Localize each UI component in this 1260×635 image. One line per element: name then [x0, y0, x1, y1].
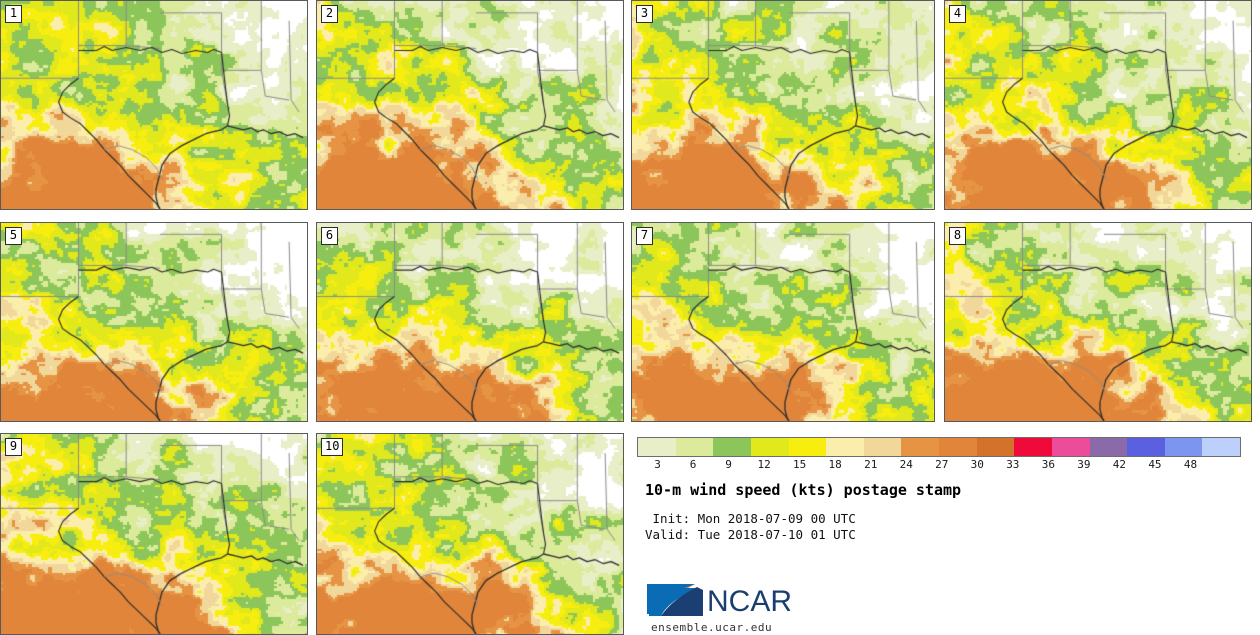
map-panel-2[interactable]: 2 — [316, 0, 624, 210]
colorbar-segment — [1014, 438, 1052, 456]
colorbar-segment — [976, 438, 1015, 456]
wind-speed-field-1 — [1, 1, 307, 209]
map-panel-7[interactable]: 7 — [631, 222, 935, 422]
map-panel-1[interactable]: 1 — [0, 0, 308, 210]
colorbar-segment — [826, 438, 864, 456]
wind-speed-field-10 — [317, 434, 623, 634]
colorbar-tick: 30 — [970, 458, 984, 471]
colorbar-tick: 15 — [793, 458, 807, 471]
map-panel-4[interactable]: 4 — [944, 0, 1252, 210]
colorbar-tick: 33 — [1006, 458, 1020, 471]
wind-speed-field-8 — [945, 223, 1251, 421]
wind-speed-field-7 — [632, 223, 934, 421]
colorbar-tick: 3 — [654, 458, 661, 471]
page-title: 10-m wind speed (kts) postage stamp — [645, 481, 962, 499]
colorbar-tick: 45 — [1148, 458, 1162, 471]
panel-number-label: 4 — [949, 5, 966, 23]
colorbar-segment — [1164, 438, 1203, 456]
colorbar-segment — [750, 438, 789, 456]
wind-speed-field-3 — [632, 1, 934, 209]
map-panel-9[interactable]: 9 — [0, 433, 308, 635]
wind-speed-field-9 — [1, 434, 307, 634]
colorbar-tick: 39 — [1077, 458, 1091, 471]
colorbar-segment — [939, 438, 977, 456]
panel-number-label: 1 — [5, 5, 22, 23]
colorbar-segment — [1089, 438, 1128, 456]
colorbar-segment — [638, 438, 676, 456]
panel-number-label: 3 — [636, 5, 653, 23]
colorbar-tick: 42 — [1112, 458, 1127, 471]
colorbar — [637, 437, 1241, 457]
colorbar-tick: 18 — [828, 458, 842, 471]
colorbar-tick: 24 — [899, 458, 913, 471]
panel-number-label: 5 — [5, 227, 22, 245]
panel-number-label: 2 — [321, 5, 338, 23]
map-panel-8[interactable]: 8 — [944, 222, 1252, 422]
valid-time-label: Valid: Tue 2018-07-10 01 UTC — [645, 527, 856, 542]
colorbar-tick: 27 — [935, 458, 949, 471]
wind-speed-field-6 — [317, 223, 623, 421]
ncar-logo-mark: NCAR — [647, 584, 790, 618]
panel-number-label: 7 — [636, 227, 653, 245]
logo-url-label: ensemble.ucar.edu — [651, 621, 773, 634]
colorbar-tick: 12 — [757, 458, 771, 471]
colorbar-segment — [1202, 438, 1240, 456]
panel-number-label: 9 — [5, 438, 22, 456]
colorbar-segment — [863, 438, 902, 456]
init-time-label: Init: Mon 2018-07-09 00 UTC — [645, 511, 856, 526]
colorbar-tick: 21 — [864, 458, 878, 471]
ncar-logo: NCAR — [645, 578, 790, 618]
wind-speed-field-4 — [945, 1, 1251, 209]
map-panel-3[interactable]: 3 — [631, 0, 935, 210]
colorbar-segment — [901, 438, 939, 456]
colorbar-segment — [675, 438, 714, 456]
wind-speed-field-2 — [317, 1, 623, 209]
panel-number-label: 6 — [321, 227, 338, 245]
colorbar-segment — [713, 438, 751, 456]
colorbar-tick: 36 — [1041, 458, 1055, 471]
map-panel-6[interactable]: 6 — [316, 222, 624, 422]
colorbar-segment — [1051, 438, 1090, 456]
colorbar-tick: 9 — [725, 458, 732, 471]
colorbar-tick: 6 — [689, 458, 697, 471]
map-panel-10[interactable]: 10 — [316, 433, 624, 635]
svg-text:NCAR: NCAR — [707, 585, 790, 618]
panel-number-label: 8 — [949, 227, 966, 245]
colorbar-tick-labels: 3 6 9 12 15 18 21 24 27 30 33 36 39 42 45 48 — [637, 458, 1241, 472]
colorbar-tick: 48 — [1183, 458, 1198, 471]
colorbar-segment — [1127, 438, 1165, 456]
colorbar-segment — [788, 438, 827, 456]
wind-speed-field-5 — [1, 223, 307, 421]
map-panel-5[interactable]: 5 — [0, 222, 308, 422]
panel-number-label: 10 — [321, 438, 344, 456]
